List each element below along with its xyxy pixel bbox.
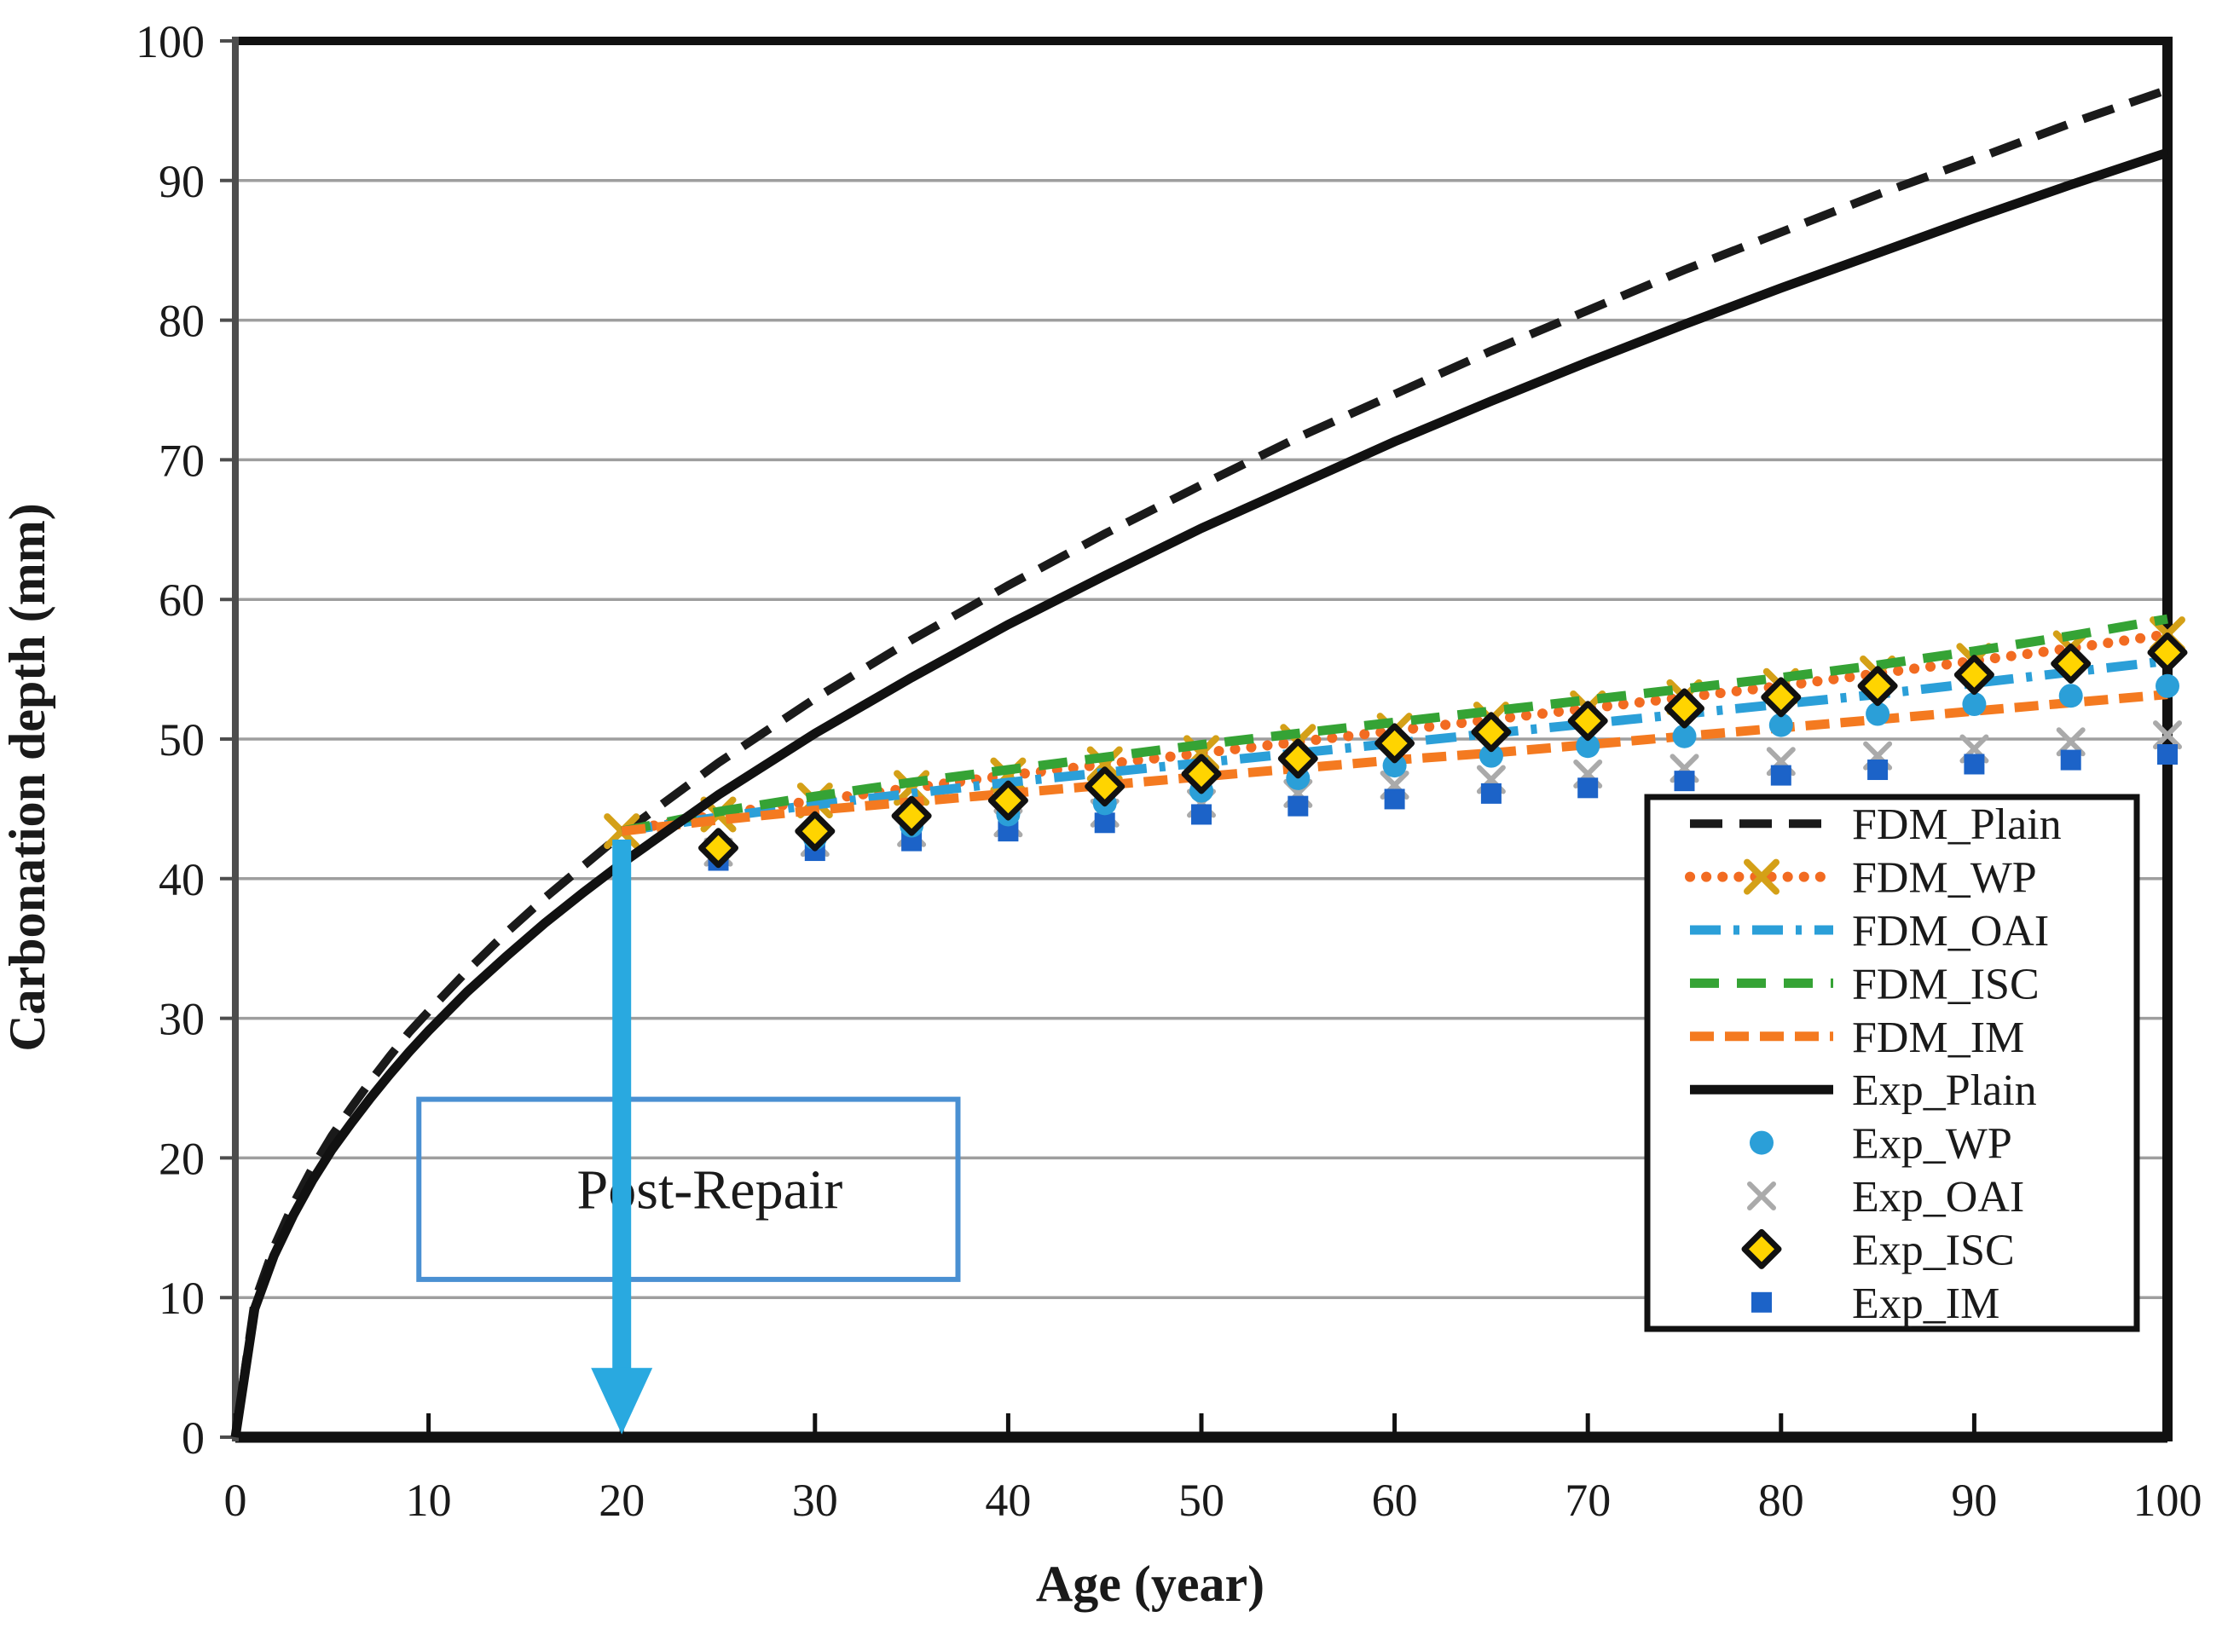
legend-label-Exp_IM: Exp_IM: [1852, 1279, 1999, 1328]
legend-box: [1644, 794, 2140, 1332]
y-tick-label-40: 40: [159, 854, 205, 905]
y-tick-label-70: 70: [159, 435, 205, 486]
legend-label-Exp_ISC: Exp_ISC: [1852, 1226, 2015, 1274]
x-tick-label-70: 70: [1565, 1475, 1611, 1526]
y-tick-label-80: 80: [159, 296, 205, 347]
y-tick-label-30: 30: [159, 994, 205, 1045]
legend-item-FDM_IM: FDM_IM: [1690, 1014, 2024, 1062]
y-tick-label-90: 90: [159, 156, 205, 207]
x-tick-label-100: 100: [2133, 1475, 2202, 1526]
legend-label-Exp_Plain: Exp_Plain: [1852, 1066, 2037, 1115]
legend-item-FDM_ISC: FDM_ISC: [1690, 960, 2040, 1008]
y-tick-label-100: 100: [136, 16, 205, 67]
series-Exp_Plain: [230, 147, 2169, 1438]
y-tick-label-60: 60: [159, 575, 205, 626]
series-FDM_Plain: [231, 85, 2169, 1438]
legend-item-FDM_OAI: FDM_OAI: [1690, 907, 2049, 956]
x-tick-label-50: 50: [1178, 1475, 1224, 1526]
x-tick-label-0: 0: [224, 1475, 247, 1526]
x-tick-label-60: 60: [1372, 1475, 1418, 1526]
y-tick-label-50: 50: [159, 714, 205, 765]
legend-item-Exp_Plain: Exp_Plain: [1690, 1066, 2037, 1115]
legend-label-FDM_WP: FDM_WP: [1852, 854, 2037, 903]
series-FDM_ISC: [621, 614, 2168, 836]
legend-item-Exp_ISC: Exp_ISC: [1741, 1226, 2015, 1274]
y-tick-label-0: 0: [182, 1412, 205, 1464]
axes: 0 10 20 30 40 50 60 70 80 90 100 0 10 20 30 40 50 60 70 80 9…: [136, 16, 2202, 1526]
arrow-head: [591, 1367, 653, 1435]
legend-item-FDM_Plain: FDM_Plain: [1690, 800, 2062, 849]
repair-arrow-icon: [591, 839, 653, 1435]
x-tick-label-10: 10: [406, 1475, 452, 1526]
x-tick-label-90: 90: [1951, 1475, 1997, 1526]
legend-label-FDM_OAI: FDM_OAI: [1852, 907, 2049, 956]
x-tick-label-30: 30: [792, 1475, 838, 1526]
x-axis-title: Age (year): [1036, 1556, 1264, 1612]
x-tick-label-40: 40: [985, 1475, 1031, 1526]
y-tick-label-10: 10: [159, 1273, 205, 1324]
legend-label-Exp_WP: Exp_WP: [1852, 1120, 2012, 1169]
legend-label-FDM_IM: FDM_IM: [1852, 1014, 2024, 1062]
legend-item-Exp_IM: Exp_IM: [1751, 1279, 1999, 1328]
legend-label-FDM_Plain: FDM_Plain: [1852, 800, 2062, 849]
legend-item-Exp_OAI: Exp_OAI: [1747, 1173, 2024, 1222]
gridlines: [235, 179, 2167, 1299]
legend-label-FDM_ISC: FDM_ISC: [1852, 960, 2040, 1008]
legend-item-Exp_WP: Exp_WP: [1750, 1120, 2012, 1169]
data-series: [230, 85, 2188, 1438]
legend-label-Exp_OAI: Exp_OAI: [1852, 1173, 2024, 1222]
x-tick-label-20: 20: [599, 1475, 645, 1526]
y-axis-title: Carbonation depth (mm): [0, 503, 55, 1051]
post-repair-annotation: Post-Repair: [416, 1096, 961, 1282]
series-Exp_ISC: [698, 632, 2188, 869]
series-FDM_OAI: [621, 656, 2168, 836]
post-repair-box: [416, 1096, 961, 1282]
x-tick-label-80: 80: [1758, 1475, 1804, 1526]
y-tick-label-20: 20: [159, 1133, 205, 1184]
legend-item-FDM_WP: FDM_WP: [1685, 854, 2037, 903]
